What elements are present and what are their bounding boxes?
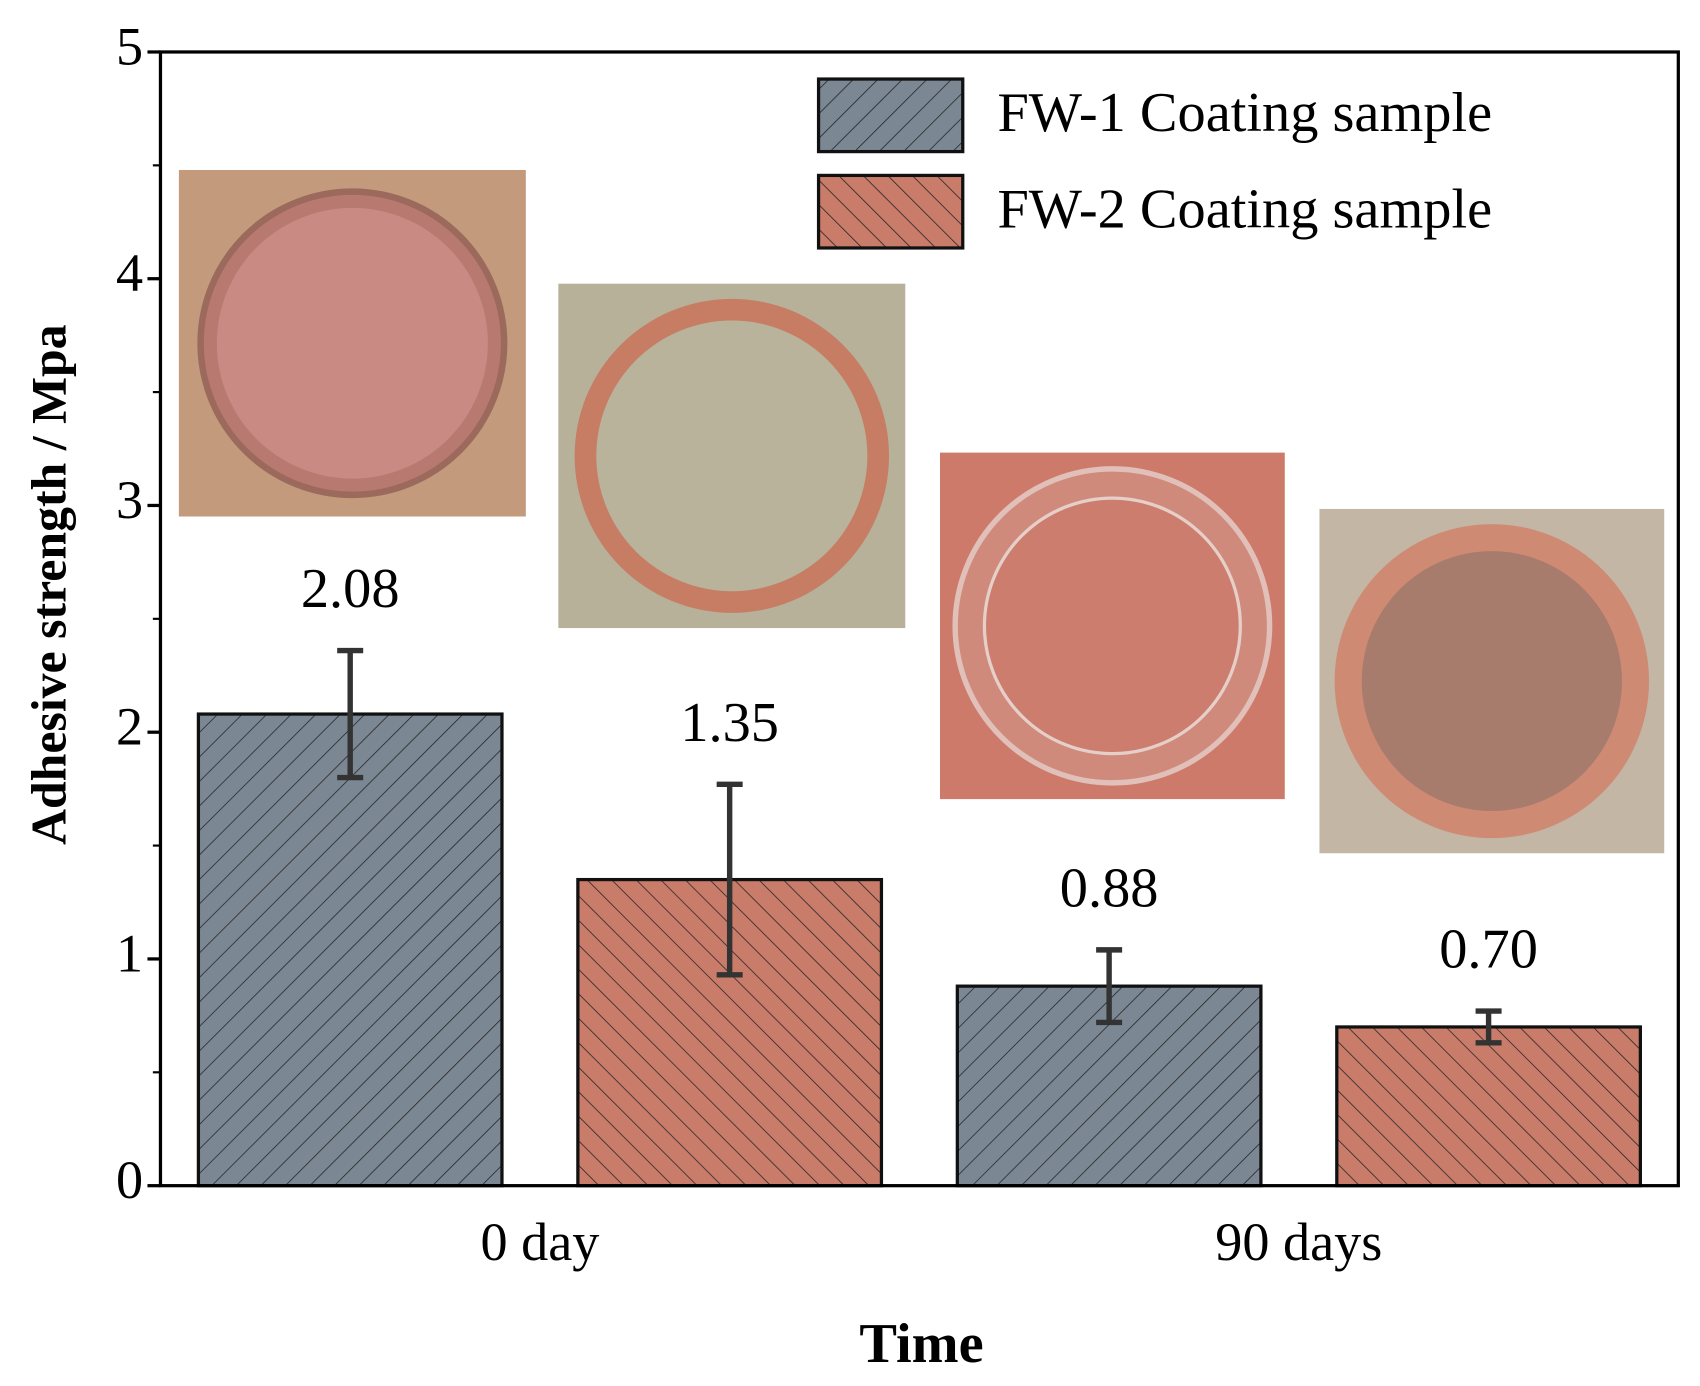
value-label: 2.08 [301,558,400,620]
y-tick-label: 0 [116,1150,143,1210]
x-axis-label: Time [859,1313,983,1375]
y-tick-label: 4 [116,243,143,303]
y-tick-label: 5 [116,16,143,76]
legend-swatch-hatch [816,77,965,154]
y-axis-label: Adhesive strength / Mpa [22,324,77,845]
bar [196,712,504,1188]
value-label: 0.70 [1439,919,1538,981]
sample-photos [178,170,1665,854]
legend-swatch-hatch [816,173,965,250]
y-tick-label: 2 [116,697,143,757]
value-label: 1.35 [680,692,779,754]
legend-label: FW-1 Coating sample [997,82,1492,144]
value-label: 0.88 [1060,858,1159,920]
plot-frame [158,50,1680,1188]
legend-label: FW-2 Coating sample [997,178,1492,240]
y-tick-label: 1 [116,923,143,983]
y-tick-label: 3 [116,470,143,530]
bar [1335,1025,1642,1188]
x-tick-label: 0 day [480,1212,599,1272]
x-tick-label: 90 days [1215,1212,1382,1272]
